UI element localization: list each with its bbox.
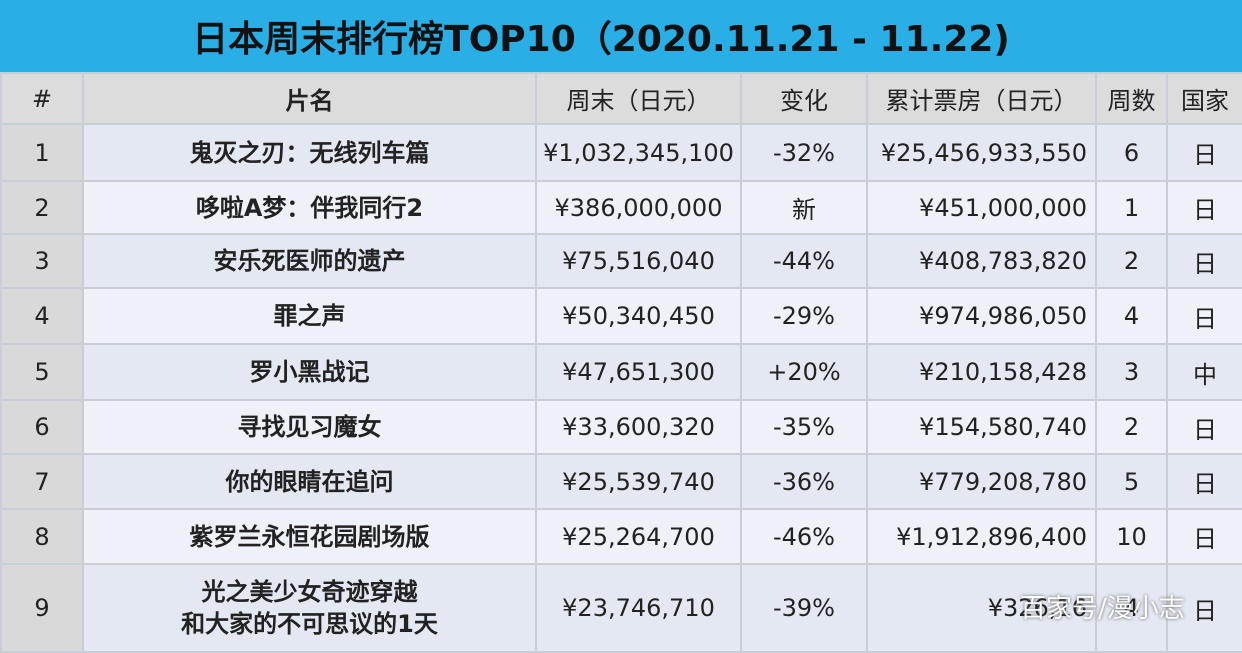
table-cell: 4 [1095,287,1168,345]
table-cell: ¥23,746,710 [535,563,742,653]
table-cell: -39% [740,563,868,653]
table-cell: ¥33,600,320 [535,399,742,455]
table-cell: ¥25,264,700 [535,508,742,565]
table-cell: 3 [0,233,84,289]
table-cell: 日 [1166,123,1242,182]
column-header: 变化 [740,72,868,125]
table-cell: ¥1,032,345,100 [535,123,742,182]
table-cell: 日 [1166,180,1242,235]
table-cell: 8 [0,508,84,565]
table-row: 8 紫罗兰永恒花园剧场版 ¥25,264,700 -46% ¥1,912,896,400… [0,508,1242,565]
table-cell: 紫罗兰永恒花园剧场版 [82,508,537,565]
table-row: 2 哆啦A梦：伴我同行2 ¥386,000,000 新 ¥451,000,000 1 日 [0,180,1242,235]
table-cell: ¥154,580,740 [866,399,1097,455]
table-cell: +20% [740,343,868,401]
table-cell: ¥47,651,300 [535,343,742,401]
table-cell: ¥25,456,933,550 [866,123,1097,182]
table-cell: ¥75,516,040 [535,233,742,289]
table-row: 5 罗小黑战记 ¥47,651,300 +20% ¥210,158,428 3 中 [0,343,1242,401]
table-cell: -29% [740,287,868,345]
table-cell: 光之美少女奇迹穿越 和大家的不可思议的1天 [82,563,537,653]
table-cell: 5 [0,343,84,401]
table-cell: 2 [0,180,84,235]
table-cell: 日 [1166,508,1242,565]
table-cell: -35% [740,399,868,455]
table-cell: ¥451,000,000 [866,180,1097,235]
table-cell: 7 [0,453,84,510]
table-cell: 6 [1095,123,1168,182]
table-cell: 10 [1095,508,1168,565]
table-row: 6 寻找见习魔女 ¥33,600,320 -35% ¥154,580,740 2 日 [0,399,1242,455]
column-header: 国家 [1166,72,1242,125]
table-cell: 1 [1095,180,1168,235]
table-cell: 鬼灭之刃：无线列车篇 [82,123,537,182]
table-cell: -46% [740,508,868,565]
table-cell: 日 [1166,233,1242,289]
table-cell: 日 [1166,287,1242,345]
table-cell: ¥25,539,740 [535,453,742,510]
table-cell: 5 [1095,453,1168,510]
table-cell: 新 [740,180,868,235]
ranking-table: # 片名 周末（日元） 变化 累计票房（日元） 周数 国家 1 鬼灭之刃：无线列车篇 ¥1,03… [0,72,1242,653]
table-cell: 4 [0,287,84,345]
column-header: 周末（日元） [535,72,742,125]
table-cell: 你的眼睛在追问 [82,453,537,510]
table-cell: ¥974,986,050 [866,287,1097,345]
watermark: 百家号/漫小志 [1020,594,1185,624]
table-cell: ¥210,158,428 [866,343,1097,401]
table-cell: 安乐死医师的遗产 [82,233,537,289]
column-header: # [0,72,84,125]
table-row: 3 安乐死医师的遗产 ¥75,516,040 -44% ¥408,783,820 2 日 [0,233,1242,289]
table-cell: -44% [740,233,868,289]
table-cell: 日 [1166,399,1242,455]
table-cell: ¥386,000,000 [535,180,742,235]
table-cell: 寻找见习魔女 [82,399,537,455]
column-header: 片名 [82,72,537,125]
table-cell: 3 [1095,343,1168,401]
table-cell: -32% [740,123,868,182]
table-row: 1 鬼灭之刃：无线列车篇 ¥1,032,345,100 -32% ¥25,456,933… [0,123,1242,182]
title: 日本周末排行榜TOP10（2020.11.21 - 11.22) [0,0,1242,72]
table-cell: -36% [740,453,868,510]
table-cell: 中 [1166,343,1242,401]
table-cell: 2 [1095,399,1168,455]
table-body: 1 鬼灭之刃：无线列车篇 ¥1,032,345,100 -32% ¥25,456,933… [0,123,1242,653]
table-row: 7 你的眼睛在追问 ¥25,539,740 -36% ¥779,208,780 5 日 [0,453,1242,510]
table-cell: 1 [0,123,84,182]
table-cell: 日 [1166,563,1242,653]
header-row: # 片名 周末（日元） 变化 累计票房（日元） 周数 国家 [0,72,1242,125]
table-cell: ¥779,208,780 [866,453,1097,510]
table-cell: ¥408,783,820 [866,233,1097,289]
table-cell: ¥50,340,450 [535,287,742,345]
table-row: 4 罪之声 ¥50,340,450 -29% ¥974,986,050 4 日 [0,287,1242,345]
column-header: 周数 [1095,72,1168,125]
table-cell: 2 [1095,233,1168,289]
table-cell: 9 [0,563,84,653]
table-cell: 日 [1166,453,1242,510]
table-cell: 罪之声 [82,287,537,345]
table-cell: 罗小黑战记 [82,343,537,401]
table-cell: 6 [0,399,84,455]
column-header: 累计票房（日元） [866,72,1097,125]
table-cell: 哆啦A梦：伴我同行2 [82,180,537,235]
table-cell: ¥1,912,896,400 [866,508,1097,565]
